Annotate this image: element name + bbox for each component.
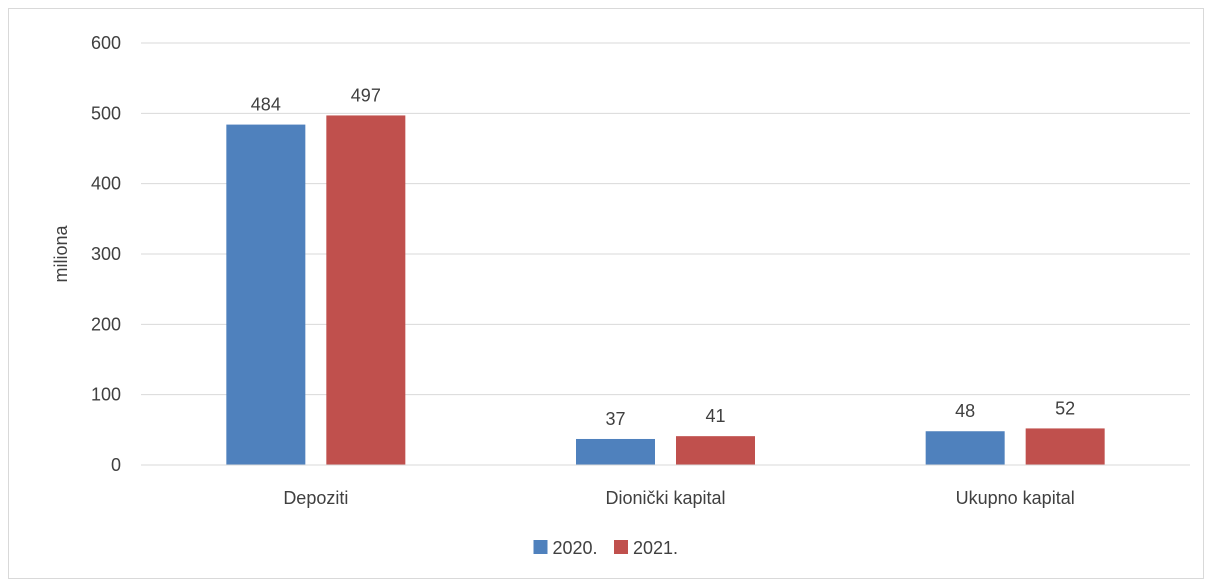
x-tick-label: Ukupno kapital: [956, 488, 1075, 508]
bar-ukupno-kapital-2021: [1025, 428, 1105, 465]
bar-ukupno-kapital-2020: [925, 431, 1005, 465]
data-label: 484: [251, 95, 281, 115]
x-tick-label: Depoziti: [283, 488, 348, 508]
bars: [226, 115, 1105, 466]
bar-depoziti-2021: [326, 115, 406, 466]
y-tick-label: 0: [111, 455, 121, 475]
legend-label: 2020.: [553, 538, 598, 558]
gridlines: [141, 42, 1190, 396]
data-label: 52: [1055, 398, 1075, 418]
x-axis-ticks: Depoziti Dionički kapital Ukupno kapital: [283, 488, 1074, 508]
y-tick-label: 300: [91, 244, 121, 264]
data-label: 41: [705, 406, 725, 426]
legend: 2020. 2021.: [533, 538, 678, 558]
bar-depoziti-2020: [226, 124, 306, 465]
y-axis-title: miliona: [51, 225, 71, 283]
legend-swatch-2021: [614, 540, 628, 554]
bar-chart: 0 100 200 300 400 500 600 484 497 37 41 48 52 Depoz…: [51, 33, 1190, 558]
y-tick-label: 500: [91, 103, 121, 123]
data-labels: 484 497 37 41 48 52: [251, 85, 1075, 429]
bar-dionicki-kapital-2020: [576, 438, 655, 465]
y-tick-label: 100: [91, 385, 121, 405]
bar-dionicki-kapital-2021: [676, 436, 755, 465]
legend-swatch-2020: [533, 540, 548, 554]
x-tick-label: Dionički kapital: [605, 488, 725, 508]
chart-frame: 0 100 200 300 400 500 600 484 497 37 41 48 52 Depoz…: [8, 8, 1204, 579]
data-label: 48: [955, 401, 975, 421]
legend-label: 2021.: [633, 538, 678, 558]
y-tick-label: 400: [91, 174, 121, 194]
y-tick-label: 600: [91, 33, 121, 53]
data-label: 37: [605, 409, 625, 429]
data-label: 497: [351, 85, 381, 105]
y-tick-label: 200: [91, 314, 121, 334]
y-axis-ticks: 0 100 200 300 400 500 600: [91, 33, 121, 475]
